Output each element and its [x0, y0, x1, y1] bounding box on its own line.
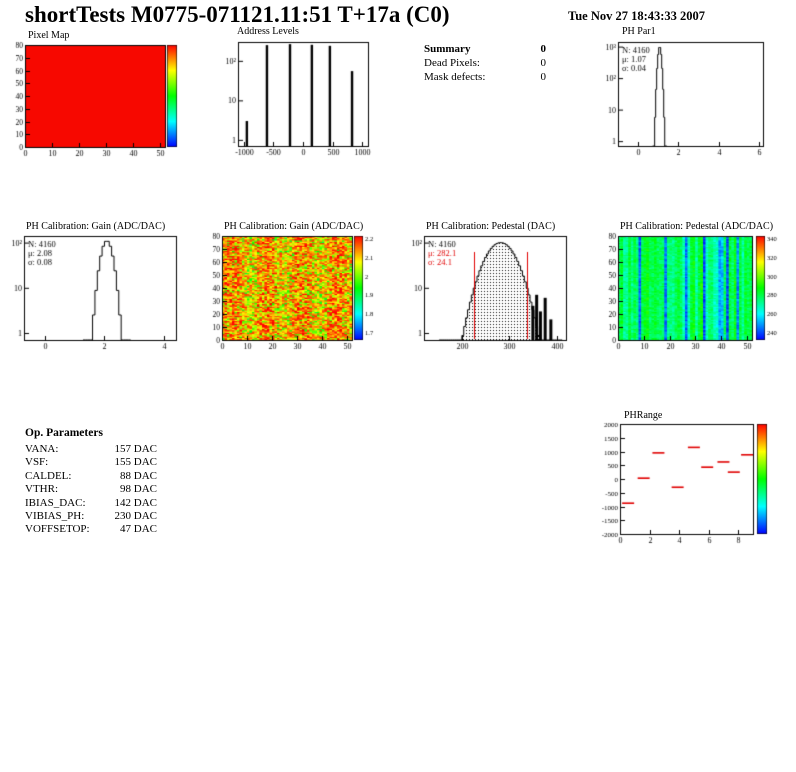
ph-par1-chart [598, 36, 796, 160]
op-param-row: IBIAS_DAC: 142 DAC [25, 497, 157, 510]
op-param-row: VANA: 157 DAC [25, 443, 157, 456]
pedestal-hist-title: PH Calibration: Pedestal (DAC) [426, 221, 556, 232]
op-param-label: VTHR: [25, 483, 58, 496]
op-param-label: VANA: [25, 443, 59, 455]
pixel-map-chart [0, 40, 200, 162]
dead-pixels-label: Dead Pixels: [424, 57, 480, 69]
ph-range-chart [598, 420, 796, 554]
datetime: Tue Nov 27 18:43:33 2007 [568, 9, 706, 23]
op-param-row: CALDEL: 88 DAC [25, 470, 157, 483]
dead-pixels-value: 0 [540, 57, 547, 69]
mask-defects-label: Mask defects: [424, 71, 486, 83]
op-parameters-title: Op. Parameters [25, 427, 103, 439]
pedestal-hist-chart [405, 230, 583, 354]
op-param-label: VOFFSETOP: [25, 523, 90, 536]
ph-par1-title: PH Par1 [622, 26, 656, 37]
op-param-value: 98 DAC [120, 483, 157, 496]
op-param-value: 47 DAC [120, 523, 157, 536]
op-param-value: 230 DAC [114, 510, 157, 523]
gain-hist-chart [8, 230, 200, 354]
op-param-value: 88 DAC [120, 469, 157, 482]
mask-defects-value: 0 [540, 71, 547, 83]
op-param-row: VIBIAS_PH: 230 DAC [25, 510, 157, 523]
address-levels-title: Address Levels [237, 26, 299, 37]
gain-map-chart [205, 230, 397, 354]
address-levels-chart [222, 36, 382, 160]
pedestal-map-chart [600, 230, 796, 354]
op-parameters-panel: Op. Parameters VANA: 157 DAC VSF: 155 DA… [25, 427, 157, 537]
op-param-label: CALDEL: [25, 469, 72, 482]
op-param-row: VTHR: 98 DAC [25, 483, 157, 496]
op-param-value: 142 DAC [114, 496, 157, 509]
gain-map-title: PH Calibration: Gain (ADC/DAC) [224, 221, 364, 232]
gain-hist-title: PH Calibration: Gain (ADC/DAC) [26, 221, 166, 232]
op-param-row: VOFFSETOP: 47 DAC [25, 523, 157, 536]
pixel-map-title: Pixel Map [28, 30, 70, 41]
pedestal-map-title: PH Calibration: Pedestal (ADC/DAC) [620, 221, 774, 232]
summary-panel: Summary 0 Dead Pixels: 0 Mask defects: 0 [424, 42, 546, 84]
op-param-row: VSF: 155 DAC [25, 456, 157, 469]
op-param-label: IBIAS_DAC: [25, 496, 86, 509]
page-title: shortTests M0775-071121.11:51 T+17a (C0) [25, 2, 450, 27]
ph-range-title: PHRange [624, 410, 663, 421]
op-param-label: VSF: [25, 456, 49, 469]
op-param-value: 155 DAC [114, 456, 157, 469]
summary-value: 0 [540, 43, 547, 55]
op-param-label: VIBIAS_PH: [25, 510, 85, 523]
op-param-value: 157 DAC [114, 443, 157, 455]
summary-title: Summary [424, 43, 471, 55]
